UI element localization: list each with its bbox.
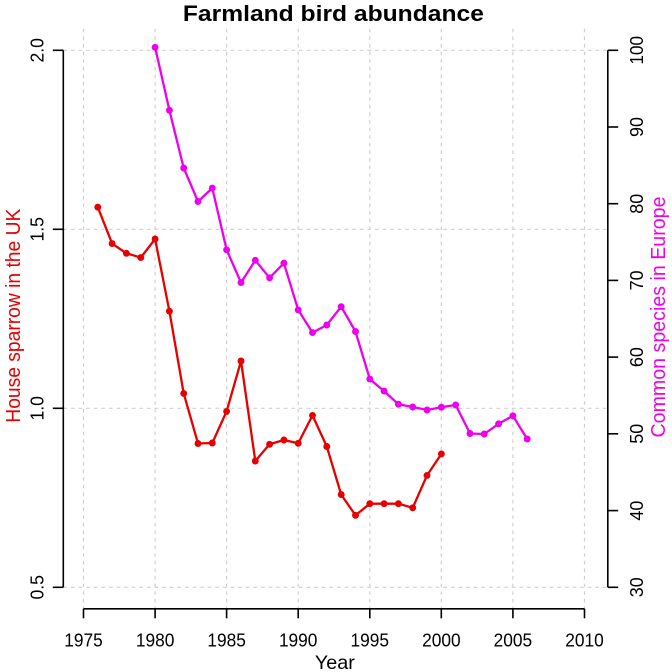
svg-text:2005: 2005: [494, 630, 533, 651]
svg-text:2.0: 2.0: [27, 38, 48, 63]
svg-text:90: 90: [626, 117, 647, 137]
svg-text:50: 50: [626, 424, 647, 444]
svg-text:100: 100: [626, 36, 647, 65]
svg-text:60: 60: [626, 347, 647, 367]
svg-text:1.5: 1.5: [27, 217, 48, 242]
svg-text:House sparrow in the UK: House sparrow in the UK: [3, 208, 25, 422]
svg-text:Farmland bird abundance: Farmland bird abundance: [183, 1, 484, 26]
svg-text:40: 40: [626, 501, 647, 521]
svg-text:2010: 2010: [565, 630, 604, 651]
svg-text:1995: 1995: [351, 630, 390, 651]
svg-text:1990: 1990: [279, 630, 318, 651]
svg-text:0.5: 0.5: [27, 575, 48, 600]
svg-text:2000: 2000: [422, 630, 461, 651]
svg-text:Year: Year: [315, 652, 356, 672]
svg-text:80: 80: [626, 194, 647, 214]
svg-text:70: 70: [626, 270, 647, 290]
svg-text:1.0: 1.0: [27, 396, 48, 421]
svg-text:1975: 1975: [64, 630, 103, 651]
svg-text:1985: 1985: [207, 630, 246, 651]
svg-text:1980: 1980: [136, 630, 175, 651]
svg-text:Common species in Europe: Common species in Europe: [648, 197, 670, 438]
svg-text:30: 30: [626, 577, 647, 597]
